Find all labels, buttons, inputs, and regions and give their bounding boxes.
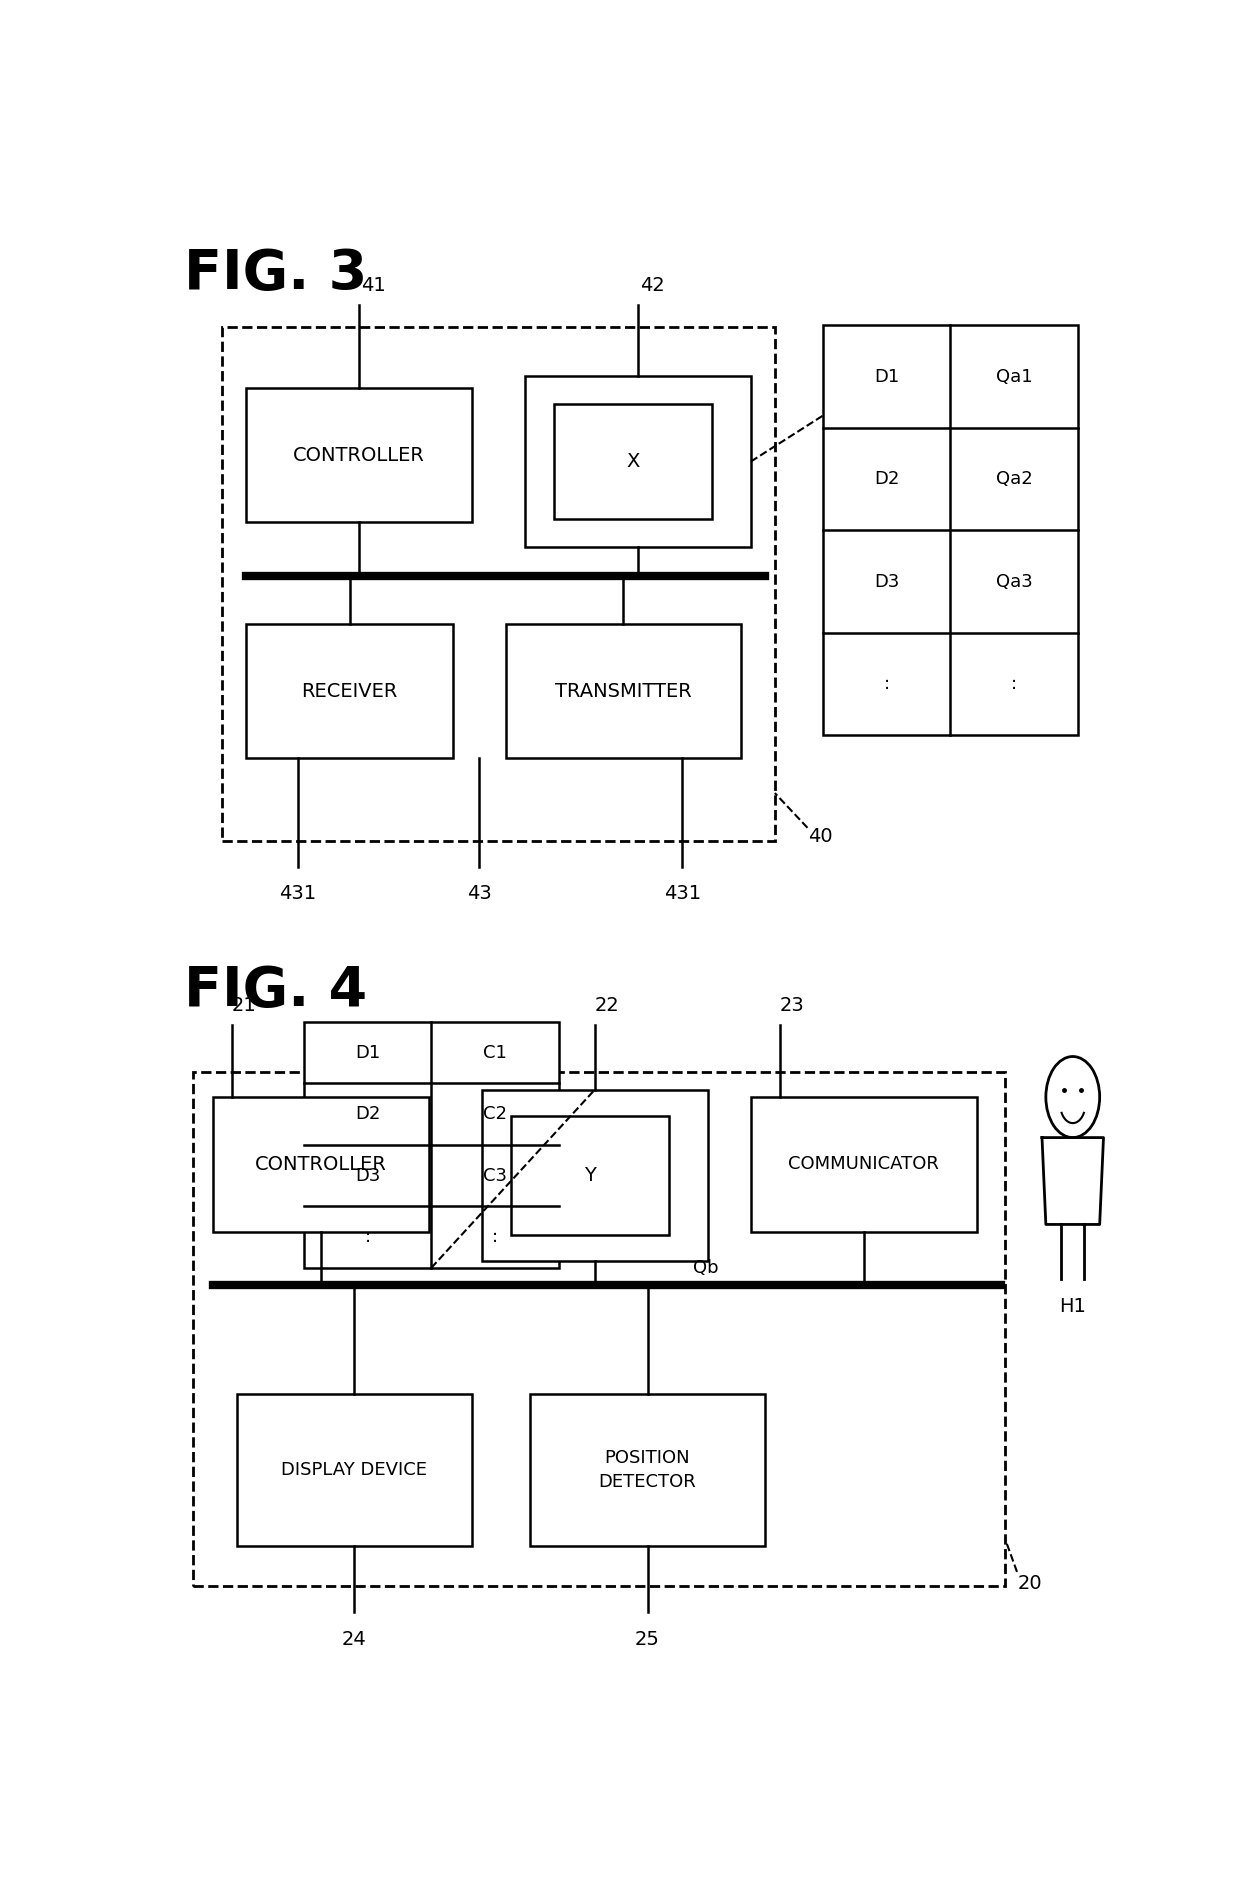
- Text: 431: 431: [279, 884, 316, 902]
- Text: D2: D2: [874, 470, 899, 489]
- Text: FIG. 4: FIG. 4: [184, 964, 367, 1017]
- Text: CONTROLLER: CONTROLLER: [255, 1154, 387, 1173]
- Text: 41: 41: [361, 276, 386, 295]
- Text: D3: D3: [355, 1167, 381, 1184]
- Text: D1: D1: [874, 368, 899, 385]
- Bar: [481, 1090, 708, 1261]
- Bar: [506, 624, 742, 758]
- Text: 20: 20: [1018, 1574, 1043, 1592]
- Text: 431: 431: [663, 884, 701, 902]
- Text: H1: H1: [1059, 1297, 1086, 1316]
- Text: X: X: [626, 451, 640, 472]
- Text: DISPLAY DEVICE: DISPLAY DEVICE: [281, 1461, 428, 1480]
- Text: Qa2: Qa2: [996, 470, 1032, 489]
- Bar: [237, 1393, 472, 1545]
- Bar: [525, 376, 750, 547]
- Text: :: :: [1011, 675, 1017, 694]
- Text: 22: 22: [595, 996, 620, 1015]
- Text: 21: 21: [232, 996, 257, 1015]
- Text: :: :: [883, 675, 889, 694]
- Text: FIG. 3: FIG. 3: [184, 248, 367, 301]
- Text: D3: D3: [874, 573, 899, 590]
- Bar: [213, 1098, 429, 1231]
- Text: Qa1: Qa1: [996, 368, 1032, 385]
- Text: D2: D2: [355, 1105, 381, 1122]
- Text: 43: 43: [467, 884, 492, 902]
- Bar: [193, 1072, 1006, 1587]
- Text: CONTROLLER: CONTROLLER: [294, 446, 425, 464]
- Text: POSITION
DETECTOR: POSITION DETECTOR: [599, 1449, 697, 1491]
- Bar: [247, 387, 472, 523]
- Text: 42: 42: [640, 276, 665, 295]
- Text: Y: Y: [584, 1166, 595, 1184]
- Text: TRANSMITTER: TRANSMITTER: [556, 682, 692, 701]
- Bar: [304, 1021, 559, 1267]
- Bar: [529, 1393, 765, 1545]
- Text: :: :: [365, 1228, 371, 1246]
- Text: Qb: Qb: [693, 1258, 719, 1277]
- Bar: [222, 327, 775, 840]
- Bar: [823, 325, 1078, 735]
- Text: 40: 40: [808, 827, 833, 846]
- Bar: [751, 1098, 977, 1231]
- Text: COMMUNICATOR: COMMUNICATOR: [789, 1156, 939, 1173]
- Text: Qa3: Qa3: [996, 573, 1032, 590]
- Text: C3: C3: [482, 1167, 507, 1184]
- Text: D1: D1: [355, 1043, 381, 1062]
- Text: C1: C1: [484, 1043, 507, 1062]
- Bar: [247, 624, 453, 758]
- Text: :: :: [492, 1228, 498, 1246]
- Bar: [511, 1117, 670, 1235]
- Text: 23: 23: [780, 996, 805, 1015]
- Text: 24: 24: [342, 1630, 367, 1649]
- Text: C2: C2: [482, 1105, 507, 1122]
- Text: 25: 25: [635, 1630, 660, 1649]
- Text: RECEIVER: RECEIVER: [301, 682, 398, 701]
- Bar: [554, 404, 712, 519]
